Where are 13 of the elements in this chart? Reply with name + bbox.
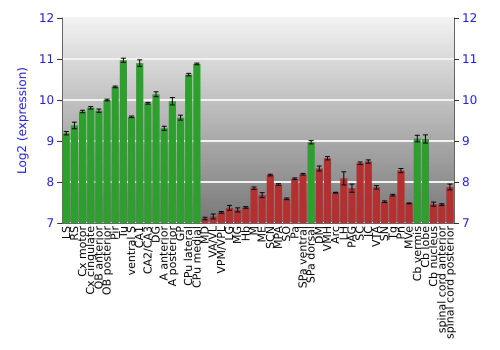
y-tick-label: 9 (46, 134, 54, 148)
y2-tick-label: 11 (462, 52, 478, 66)
y-tick-label: 7 (46, 216, 54, 230)
y-tick-label: 11 (38, 52, 54, 66)
y2-tick-label: 8 (462, 175, 470, 190)
y2-tick-label: 7 (462, 216, 470, 230)
y2-tick-label: 10 (462, 93, 478, 108)
y-tick-label: 12 (38, 11, 54, 25)
y2-tick-label: 12 (462, 11, 478, 25)
y-axis-title: Log2 (expression) (15, 67, 29, 174)
y-tick-label: 10 (38, 93, 54, 108)
y2-tick-label: 9 (462, 134, 470, 148)
y-tick-label: 8 (46, 175, 54, 190)
